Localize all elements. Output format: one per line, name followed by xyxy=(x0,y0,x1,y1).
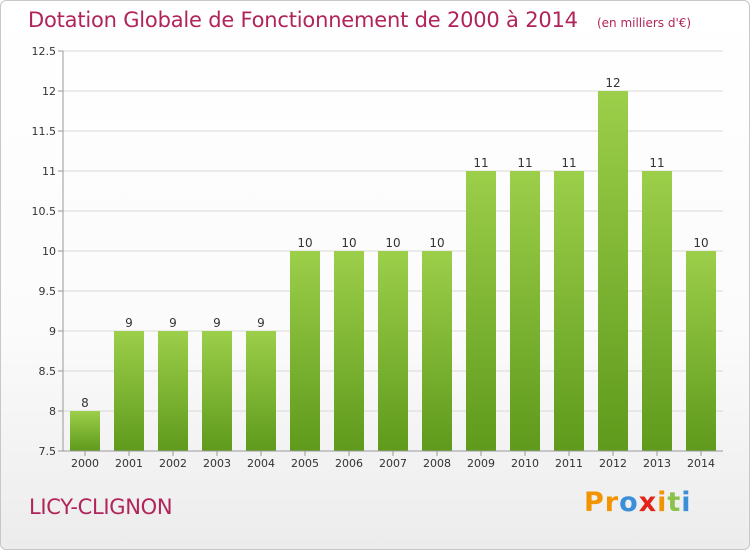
bar-2006 xyxy=(334,251,364,451)
bar-2005 xyxy=(290,251,320,451)
value-label: 10 xyxy=(693,236,708,250)
value-label: 11 xyxy=(517,156,532,170)
y-tick-label: 9.5 xyxy=(39,285,57,298)
value-label: 11 xyxy=(473,156,488,170)
y-tick-label: 8.5 xyxy=(39,365,57,378)
bar-2001 xyxy=(114,331,144,451)
x-tick-label: 2010 xyxy=(511,457,539,470)
y-tick-label: 7.5 xyxy=(39,445,57,458)
x-tick-label: 2013 xyxy=(643,457,671,470)
bar-2011 xyxy=(554,171,584,451)
brand-letter: P xyxy=(584,487,605,518)
bar-2003 xyxy=(202,331,232,451)
value-label: 10 xyxy=(385,236,400,250)
bar-2014 xyxy=(686,251,716,451)
value-label: 10 xyxy=(297,236,312,250)
value-label: 9 xyxy=(169,316,177,330)
commune-name: LICY-CLIGNON xyxy=(29,495,173,519)
y-tick-label: 10 xyxy=(42,245,56,258)
brand-letter: i xyxy=(681,487,692,518)
x-tick-label: 2003 xyxy=(203,457,231,470)
brand-letter: r xyxy=(604,487,620,518)
value-label: 9 xyxy=(257,316,265,330)
x-tick-label: 2002 xyxy=(159,457,187,470)
brand-letter: i xyxy=(657,487,668,518)
y-tick-label: 12 xyxy=(42,85,56,98)
value-label: 9 xyxy=(125,316,133,330)
proxiti-logo: Proxiti xyxy=(584,487,692,518)
value-label: 9 xyxy=(213,316,221,330)
title-row: Dotation Globale de Fonctionnement de 20… xyxy=(28,8,691,32)
value-label: 10 xyxy=(429,236,444,250)
brand-letter: t xyxy=(667,487,682,518)
chart-title: Dotation Globale de Fonctionnement de 20… xyxy=(28,8,578,32)
x-tick-label: 2007 xyxy=(379,457,407,470)
x-tick-label: 2006 xyxy=(335,457,363,470)
value-label: 11 xyxy=(649,156,664,170)
x-tick-label: 2004 xyxy=(247,457,275,470)
chart-subtitle: (en milliers d'€) xyxy=(596,16,692,30)
y-tick-label: 10.5 xyxy=(32,205,57,218)
bar-2007 xyxy=(378,251,408,451)
bar-2013 xyxy=(642,171,672,451)
x-tick-label: 2011 xyxy=(555,457,583,470)
bar-2002 xyxy=(158,331,188,451)
x-tick-label: 2009 xyxy=(467,457,495,470)
bar-2010 xyxy=(510,171,540,451)
y-tick-label: 8 xyxy=(49,405,56,418)
value-label: 11 xyxy=(561,156,576,170)
value-label: 12 xyxy=(605,76,620,90)
value-label: 10 xyxy=(341,236,356,250)
y-tick-label: 12.5 xyxy=(32,45,57,58)
x-tick-label: 2012 xyxy=(599,457,627,470)
x-tick-label: 2000 xyxy=(71,457,99,470)
x-tick-label: 2001 xyxy=(115,457,143,470)
value-label: 8 xyxy=(81,396,89,410)
y-tick-label: 11 xyxy=(42,165,56,178)
y-tick-label: 9 xyxy=(49,325,56,338)
bar-2009 xyxy=(466,171,496,451)
brand-letter: x xyxy=(638,487,658,518)
x-tick-label: 2005 xyxy=(291,457,319,470)
bar-2012 xyxy=(598,91,628,451)
y-tick-label: 11.5 xyxy=(32,125,57,138)
x-tick-label: 2014 xyxy=(687,457,715,470)
bar-2000 xyxy=(70,411,100,451)
bar-2004 xyxy=(246,331,276,451)
brand-letter: o xyxy=(619,487,639,518)
x-tick-label: 2008 xyxy=(423,457,451,470)
bar-2008 xyxy=(422,251,452,451)
